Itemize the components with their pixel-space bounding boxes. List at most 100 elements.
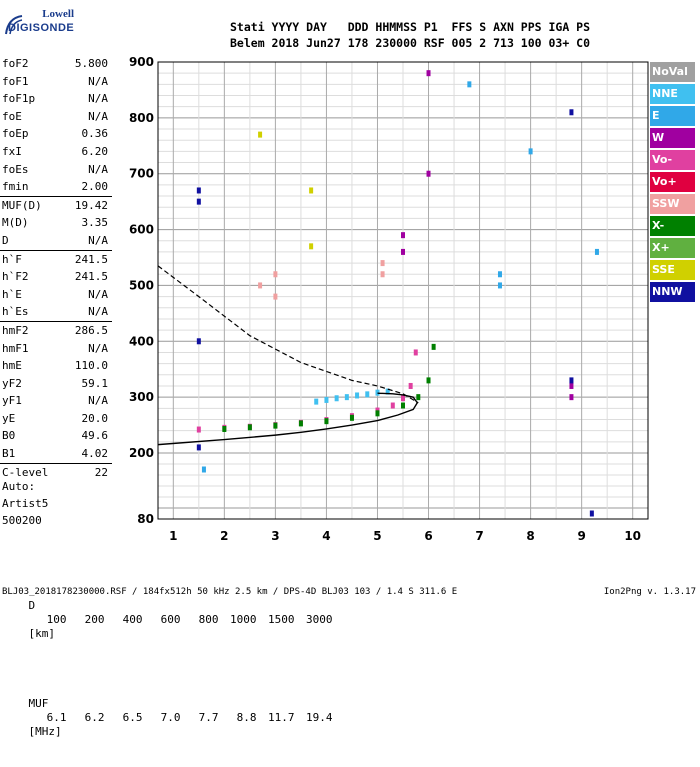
- echo-point: [196, 444, 201, 451]
- param-label: foE: [2, 109, 22, 123]
- autoscaling-info: Auto: Artist5 500200: [2, 478, 48, 529]
- distance-value: 1000: [230, 613, 257, 626]
- param-value: 6.20: [81, 144, 109, 158]
- echo-point: [273, 271, 278, 278]
- param-value: N/A: [88, 394, 108, 408]
- y-tick-label: 700: [129, 167, 154, 181]
- echo-point: [401, 395, 405, 402]
- legend-item: Vo-: [650, 150, 695, 170]
- param-value: 2.00: [81, 180, 109, 194]
- echo-point: [569, 382, 574, 389]
- param-label: hmE: [2, 359, 22, 373]
- legend-item: E: [650, 106, 695, 126]
- param-value: N/A: [88, 74, 108, 88]
- echo-point: [196, 426, 201, 433]
- param-label: h`F2: [2, 270, 29, 284]
- echo-point: [390, 402, 395, 409]
- param-value: 20.0: [81, 411, 109, 425]
- distance-value: 400: [122, 613, 143, 626]
- echo-point: [273, 293, 278, 300]
- distance-unit: [km]: [28, 627, 56, 640]
- param-row: foF1 N/A: [0, 73, 112, 91]
- param-value: N/A: [88, 92, 108, 106]
- param-label: yE: [2, 411, 16, 425]
- param-value: N/A: [88, 305, 108, 319]
- echo-point: [375, 389, 380, 396]
- echo-point: [497, 271, 502, 278]
- param-label: C-level: [2, 465, 49, 479]
- muf-value: 8.8: [236, 711, 257, 724]
- legend-item: X-: [650, 216, 695, 236]
- param-row: foF1p N/A: [0, 90, 112, 108]
- distance-value: 200: [84, 613, 105, 626]
- digisonde-logo: Lowell DIGISONDE: [4, 8, 74, 42]
- echo-point: [298, 420, 303, 427]
- param-row: C-level 22: [0, 462, 112, 482]
- param-row: h`F2 241.5: [0, 268, 112, 286]
- param-value: 3.35: [81, 216, 109, 230]
- echo-point: [467, 81, 472, 88]
- legend-item: Vo+: [650, 172, 695, 192]
- param-value: 19.42: [74, 198, 108, 212]
- param-value: 4.02: [81, 447, 109, 461]
- param-label: hmF2: [2, 323, 29, 337]
- param-label: B1: [2, 447, 16, 461]
- header-labels: Stati YYYY DAY DDD HHMMSS P1 FFS S AXN P…: [230, 20, 591, 34]
- echo-point: [309, 187, 314, 194]
- legend-item: NNW: [650, 282, 695, 302]
- autoscaling-line1: Auto:: [2, 480, 36, 493]
- param-row: fmin 2.00: [0, 178, 112, 196]
- param-row: foF2 5.800: [0, 55, 112, 73]
- echo-point: [569, 394, 574, 401]
- legend-item: SSE: [650, 260, 695, 280]
- echo-point: [426, 377, 431, 384]
- param-label: h`F: [2, 252, 22, 266]
- echo-point: [355, 392, 360, 399]
- true-height-profile: [157, 392, 419, 446]
- echo-point: [334, 395, 339, 402]
- muf-value: 6.1: [46, 711, 67, 724]
- y-tick-label: 900: [129, 55, 154, 69]
- param-label: yF2: [2, 376, 22, 390]
- param-row: MUF(D) 19.42: [0, 195, 112, 215]
- y-tick-label: 200: [129, 446, 154, 460]
- param-value: N/A: [88, 109, 108, 123]
- y-tick-label: 600: [129, 223, 154, 237]
- param-label: yF1: [2, 394, 22, 408]
- echo-point: [401, 232, 405, 239]
- echo-point: [314, 398, 319, 405]
- y-tick-label: 400: [129, 334, 154, 348]
- ionogram-chart: 1 2 3 4 5 6 7 8 9 10 80 200 300 400 500 600 700 800 900: [129, 55, 649, 543]
- x-tick-label: 1: [169, 529, 177, 543]
- legend-item: NoVal: [650, 62, 695, 82]
- x-tick-label: 2: [220, 529, 228, 543]
- muf-value: 7.0: [160, 711, 181, 724]
- y-tick-label: 80: [137, 512, 154, 526]
- param-value: 241.5: [74, 252, 108, 266]
- param-label: foF2: [2, 57, 29, 70]
- distance-label: D: [28, 599, 36, 612]
- param-row: hmF1 N/A: [0, 340, 112, 358]
- param-label: foEs: [2, 162, 29, 176]
- legend-item: SSW: [650, 194, 695, 214]
- distance-value: 600: [160, 613, 181, 626]
- logo-swoosh-icon: [5, 15, 23, 35]
- echo-point: [426, 70, 431, 77]
- param-value: N/A: [88, 287, 108, 301]
- param-label: h`Es: [2, 305, 29, 319]
- y-tick-label: 300: [129, 390, 154, 404]
- echo-point: [569, 109, 574, 116]
- echo-point: [594, 248, 599, 255]
- legend-item: W: [650, 128, 695, 148]
- echo-point: [344, 394, 349, 401]
- param-row: yF1 N/A: [0, 392, 112, 410]
- param-value: N/A: [88, 341, 108, 355]
- param-label: foEp: [2, 127, 29, 141]
- param-label: fxI: [2, 144, 22, 158]
- param-row: fxI 6.20: [0, 143, 112, 161]
- echo-point: [569, 377, 574, 384]
- echo-point: [497, 282, 502, 289]
- param-row: B0 49.6: [0, 427, 112, 445]
- autoscaling-line3: 500200: [2, 514, 42, 527]
- legend-item: X+: [650, 238, 695, 258]
